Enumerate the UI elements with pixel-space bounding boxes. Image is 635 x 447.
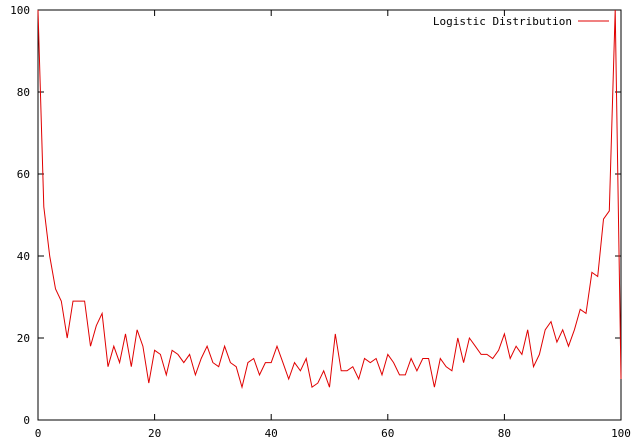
axis-ticks [37, 9, 622, 421]
x-tick-label: 20 [148, 427, 161, 440]
legend: Logistic Distribution [433, 15, 609, 28]
x-tick-label: 40 [265, 427, 278, 440]
y-tick-label: 80 [17, 86, 30, 99]
y-tick-label: 60 [17, 168, 30, 181]
x-tick-label: 80 [498, 427, 511, 440]
plot-frame [37, 9, 622, 421]
y-tick-labels: 0 20 40 60 80 100 [10, 4, 30, 427]
y-tick-label: 40 [17, 250, 30, 263]
series-line-logistic-distribution [37, 9, 622, 390]
legend-label: Logistic Distribution [433, 15, 572, 28]
y-tick-label: 20 [17, 332, 30, 345]
x-tick-labels: 0 20 40 60 80 100 [35, 427, 631, 440]
x-tick-label: 60 [381, 427, 394, 440]
y-tick-label: 100 [10, 4, 30, 17]
y-tick-label: 0 [23, 414, 30, 427]
x-tick-label: 0 [35, 427, 42, 440]
x-tick-label: 100 [611, 427, 631, 440]
